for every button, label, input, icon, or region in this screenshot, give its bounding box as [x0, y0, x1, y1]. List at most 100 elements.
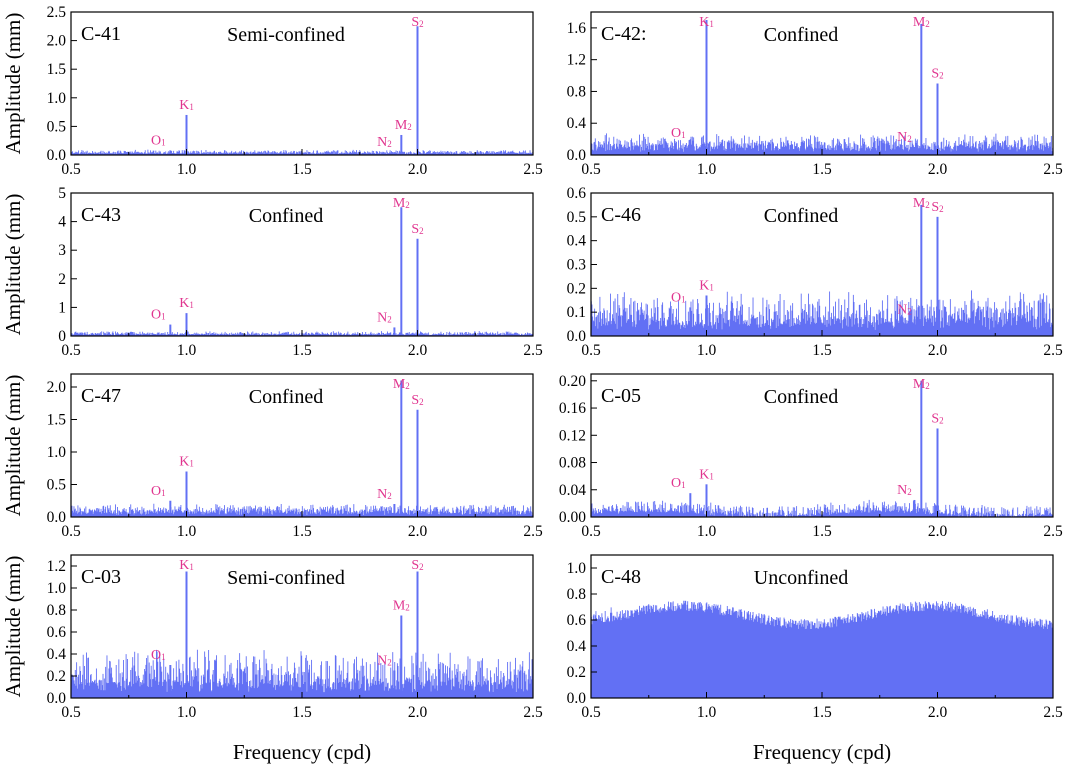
- peak-label-m2: M2: [913, 15, 930, 30]
- y-tick-label: 0.0: [567, 147, 587, 164]
- panel-id: C-47: [81, 385, 121, 407]
- y-tick-label: 0.08: [559, 455, 586, 472]
- peak-label-s2: S2: [931, 411, 943, 426]
- y-tick-label: 0.0: [47, 509, 67, 526]
- y-tick-label: 2: [58, 271, 66, 288]
- y-tick-label: 1.6: [567, 20, 587, 37]
- peak-label-o1: O1: [151, 484, 166, 499]
- y-tick-label: 2.5: [47, 4, 67, 21]
- y-axis-title: Amplitude (mm): [1, 556, 25, 698]
- x-tick-label: 2.5: [1043, 704, 1063, 721]
- x-tick-label: 1.0: [697, 161, 717, 178]
- x-tick-label: 0.5: [581, 523, 601, 540]
- y-tick-label: 1.0: [47, 90, 67, 107]
- peak-label-n2: N2: [377, 310, 392, 325]
- aquifer-type: Semi-confined: [227, 24, 345, 46]
- y-tick-label: 0.2: [567, 280, 586, 297]
- y-tick-label: 0.5: [567, 209, 587, 226]
- x-tick-label: 1.0: [697, 523, 717, 540]
- y-tick-label: 0.6: [47, 624, 67, 641]
- x-tick-label: 0.5: [61, 161, 81, 178]
- peak-label-o1: O1: [151, 133, 166, 148]
- peak-label-k1: K1: [179, 296, 194, 311]
- y-tick-label: 0.5: [47, 477, 67, 494]
- y-tick-label: 0.0: [567, 328, 587, 345]
- x-tick-label: 1.5: [292, 523, 312, 540]
- y-tick-label: 3: [58, 242, 66, 259]
- x-axis-title: Frequency (cpd): [753, 740, 891, 764]
- y-tick-label: 0.8: [567, 586, 587, 603]
- y-axis-title: Amplitude (mm): [1, 13, 25, 155]
- x-tick-label: 2.5: [1043, 342, 1063, 359]
- peak-label-o1: O1: [671, 126, 686, 141]
- peak-label-k1: K1: [179, 455, 194, 470]
- x-tick-label: 2.0: [928, 704, 948, 721]
- peak-label-k1: K1: [179, 558, 194, 573]
- aquifer-type: Confined: [249, 205, 323, 227]
- y-tick-label: 0: [58, 328, 66, 345]
- y-tick-label: 2.0: [47, 33, 67, 50]
- peak-label-m2: M2: [393, 196, 410, 211]
- y-tick-label: 1.0: [567, 560, 587, 577]
- y-tick-label: 1.5: [47, 412, 67, 429]
- y-tick-label: 0.4: [567, 233, 587, 250]
- y-tick-label: 0.0: [567, 690, 587, 707]
- x-tick-label: 1.5: [292, 161, 312, 178]
- x-tick-label: 2.0: [928, 161, 948, 178]
- y-tick-label: 0.0: [47, 690, 67, 707]
- peak-label-o1: O1: [671, 290, 686, 305]
- y-tick-label: 0.5: [47, 118, 67, 135]
- peak-label-s2: S2: [931, 67, 943, 82]
- x-tick-label: 1.5: [292, 704, 312, 721]
- y-tick-label: 0.4: [47, 646, 67, 663]
- x-tick-label: 0.5: [61, 342, 81, 359]
- y-axis-title: Amplitude (mm): [1, 194, 25, 336]
- x-tick-label: 1.0: [177, 342, 197, 359]
- y-axis-title: Amplitude (mm): [1, 375, 25, 517]
- x-tick-label: 2.0: [928, 523, 948, 540]
- peak-label-s2: S2: [411, 222, 423, 237]
- x-tick-label: 0.5: [581, 342, 601, 359]
- peak-label-m2: M2: [913, 377, 930, 392]
- peak-label-m2: M2: [913, 196, 930, 211]
- x-tick-label: 1.0: [177, 704, 197, 721]
- peak-label-o1: O1: [151, 308, 166, 323]
- x-tick-label: 2.0: [408, 523, 428, 540]
- x-tick-label: 2.5: [523, 342, 543, 359]
- y-tick-label: 1: [58, 299, 66, 316]
- panel-c-42: O1 K1 N2 M2 S2 0.5 1.0 1.5 2.0 2.5 0.0 0.4 0.8 1.2 1.6…: [567, 11, 1063, 178]
- panel-id: C-48: [601, 566, 641, 588]
- peak-label-k1: K1: [699, 467, 714, 482]
- y-tick-label: 0.6: [567, 185, 587, 202]
- x-tick-label: 1.0: [177, 523, 197, 540]
- peak-label-s2: S2: [931, 200, 943, 215]
- x-tick-label: 2.0: [408, 342, 428, 359]
- panel-c-46: O1 K1 N2 M2 S2 0.5 1.0 1.5 2.0 2.5 0.0 0.1 0.2 0.3 0.4…: [567, 185, 1063, 359]
- panel-id: C-46: [601, 204, 641, 226]
- peak-label-n2: N2: [897, 483, 912, 498]
- x-tick-label: 0.5: [61, 704, 81, 721]
- x-tick-label: 0.5: [581, 704, 601, 721]
- x-tick-label: 0.5: [61, 523, 81, 540]
- panel-c-03: O1 K1 N2 M2 S2 0.5 1.0 1.5 2.0 2.5 0.0 0.2 0.4 0.6 0.8…: [47, 554, 543, 721]
- spectrum-noise: [70, 649, 534, 698]
- panel-id: C-43: [81, 204, 121, 226]
- y-tick-label: 0.4: [567, 638, 587, 655]
- y-tick-label: 0.1: [567, 304, 586, 321]
- y-tick-label: 0.8: [47, 602, 67, 619]
- peak-label-s2: S2: [411, 393, 423, 408]
- peak-label-s2: S2: [411, 558, 423, 573]
- peak-label-k1: K1: [179, 98, 194, 113]
- panel-id: C-42:: [601, 23, 647, 45]
- aquifer-type: Confined: [764, 24, 838, 46]
- y-tick-label: 1.2: [567, 52, 586, 69]
- x-tick-label: 1.5: [292, 342, 312, 359]
- y-tick-label: 0.12: [559, 427, 586, 444]
- x-tick-label: 1.5: [812, 704, 832, 721]
- y-tick-label: 1.2: [47, 558, 66, 575]
- y-tick-label: 0.20: [559, 373, 586, 390]
- x-tick-label: 2.5: [523, 161, 543, 178]
- x-tick-label: 1.0: [697, 342, 717, 359]
- peak-label-n2: N2: [897, 130, 912, 145]
